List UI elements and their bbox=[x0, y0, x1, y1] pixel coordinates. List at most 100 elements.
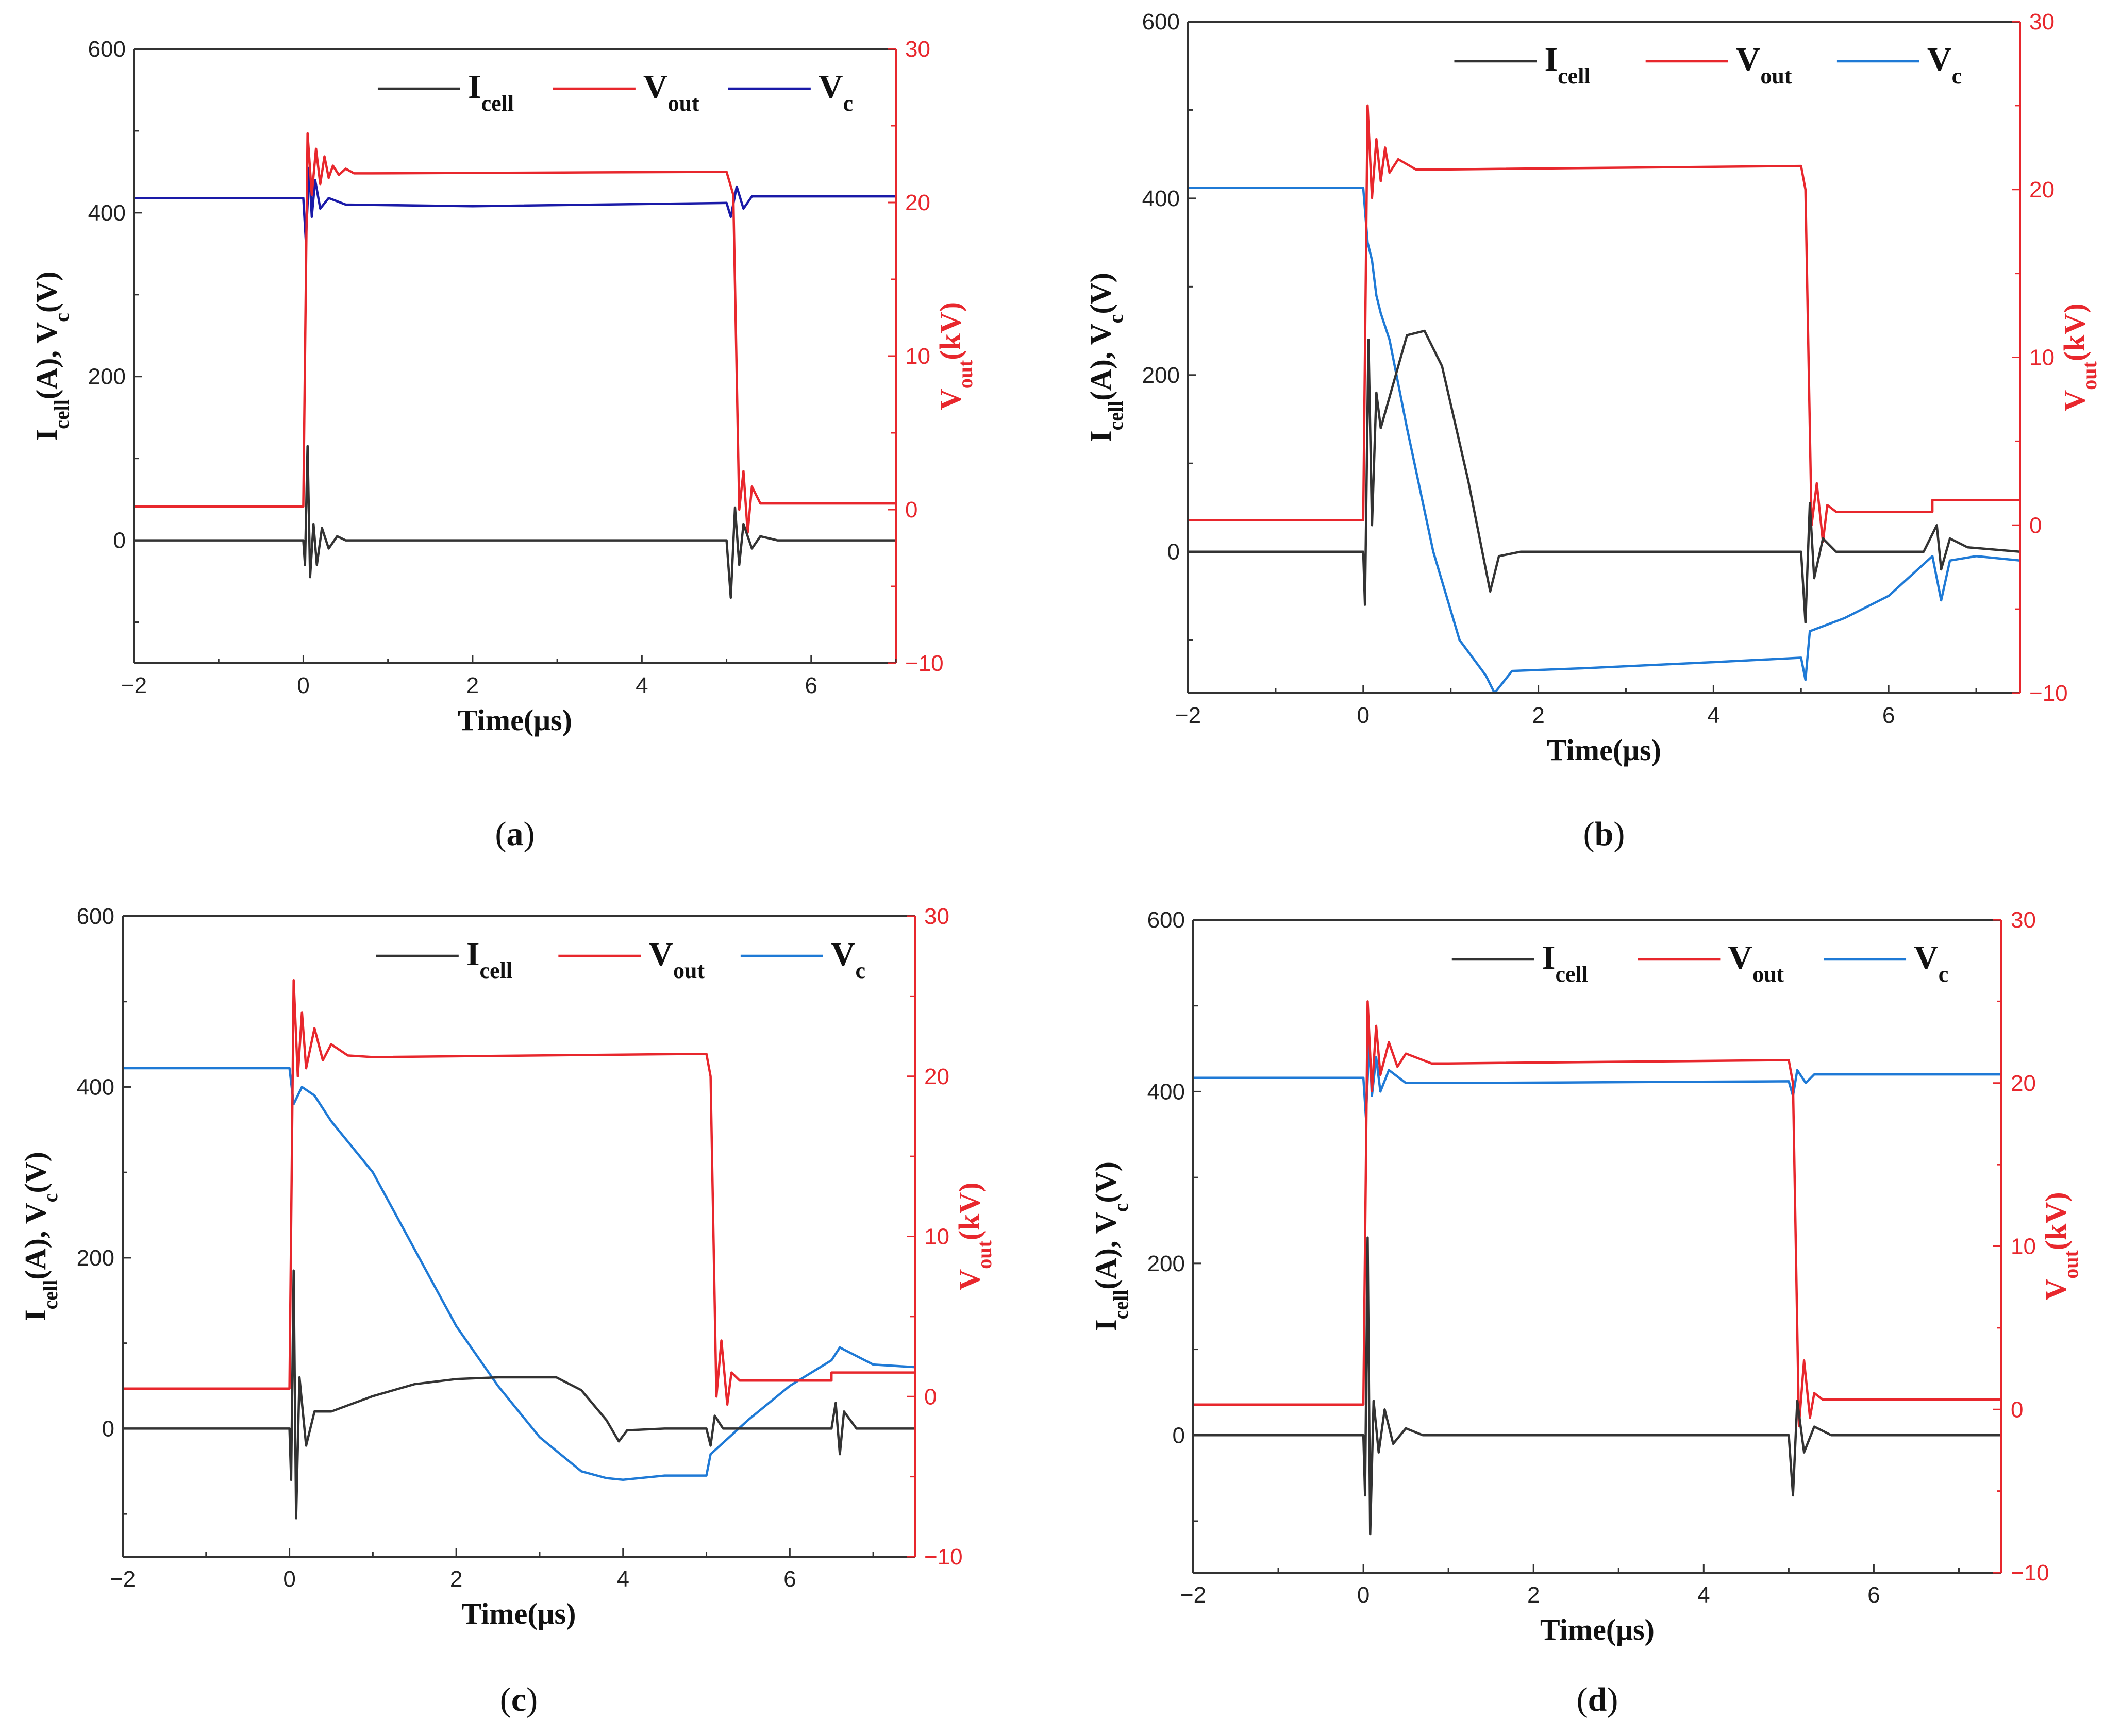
y2-axis-label: Vout(kV) bbox=[953, 1182, 996, 1290]
legend-subscript: c bbox=[856, 958, 866, 983]
x-tick-label: 6 bbox=[805, 673, 817, 698]
y-axis-label: Icell(A), Vc(V) bbox=[1084, 273, 1127, 442]
y-tick-label: 600 bbox=[1142, 9, 1180, 35]
legend-entry-icell: Icell bbox=[468, 68, 514, 116]
y-label-part: (V) bbox=[1084, 273, 1117, 314]
y2-tick-label: −10 bbox=[905, 651, 944, 676]
series-line-vc bbox=[1188, 187, 2020, 693]
y2-label-subscript: out bbox=[2078, 361, 2101, 390]
y2-tick-label: 30 bbox=[2011, 907, 2036, 933]
y2-tick-label: 30 bbox=[905, 37, 930, 62]
y-label-subscript: c bbox=[39, 1193, 62, 1203]
legend-name: V bbox=[643, 68, 668, 106]
y2-label-subscript: out bbox=[973, 1240, 996, 1269]
x-tick-label: 0 bbox=[297, 673, 309, 698]
x-tick-label: 0 bbox=[283, 1566, 295, 1592]
caption-letter: c bbox=[511, 1681, 526, 1718]
series-line-vc bbox=[1193, 1039, 2001, 1119]
legend-name: I bbox=[466, 935, 480, 973]
x-tick-label: 2 bbox=[450, 1566, 462, 1592]
legend-name: V bbox=[1927, 41, 1952, 78]
y2-tick-label: 30 bbox=[2029, 9, 2055, 35]
y-tick-label: 0 bbox=[113, 528, 126, 553]
y2-tick-label: 20 bbox=[2011, 1071, 2036, 1096]
series-line-vout bbox=[1193, 1000, 2001, 1427]
y2-tick-label: 0 bbox=[905, 497, 917, 523]
y-label-part: (V) bbox=[30, 272, 63, 313]
x-axis-label: Time(μs) bbox=[1540, 1613, 1655, 1646]
y2-tick-label: 10 bbox=[2011, 1234, 2036, 1259]
legend-subscript: out bbox=[673, 958, 705, 983]
legend-entry-icell: Icell bbox=[1542, 939, 1588, 987]
y-tick-label: 600 bbox=[77, 904, 114, 929]
legend-entry-vc: Vc bbox=[1927, 41, 1962, 89]
x-tick-label: 2 bbox=[1532, 703, 1544, 728]
y-tick-label: 400 bbox=[1147, 1079, 1185, 1104]
y-label-part: I bbox=[30, 429, 63, 441]
caption-letter: d bbox=[1588, 1681, 1607, 1718]
series-line-icell bbox=[1193, 1236, 2001, 1536]
legend-subscript: cell bbox=[481, 91, 514, 116]
series-group bbox=[1188, 104, 2020, 693]
x-tick-label: −2 bbox=[1180, 1582, 1206, 1608]
x-axis-label: Time(μs) bbox=[1547, 733, 1661, 767]
chart-panel-a: −2 0 2 4 60200400600−100102030Time(μs)Icell(… bbox=[30, 37, 977, 737]
series-line-vc bbox=[134, 166, 896, 243]
caption-paren: ( bbox=[1583, 815, 1595, 853]
y-label-subscript: c bbox=[50, 313, 73, 322]
series-line-icell bbox=[1188, 329, 2020, 624]
chart-panel-c: −2 0 2 4 60200400600−100102030Time(μs)Icell(… bbox=[19, 904, 996, 1630]
y2-axis-label: Vout(kV) bbox=[2039, 1192, 2082, 1300]
y-label-subscript: cell bbox=[1109, 1290, 1132, 1320]
y2-axis-label: Vout(kV) bbox=[933, 302, 977, 410]
y-label-subscript: cell bbox=[39, 1280, 62, 1310]
y-label-subscript: c bbox=[1109, 1203, 1132, 1212]
legend-subscript: out bbox=[1752, 962, 1784, 987]
y2-tick-label: 20 bbox=[924, 1064, 949, 1089]
y-label-subscript: c bbox=[1104, 314, 1127, 324]
caption-paren: ) bbox=[526, 1681, 538, 1718]
caption-letter: b bbox=[1595, 815, 1614, 853]
legend-name: V bbox=[831, 935, 856, 973]
chart-panel-b: −2 0 2 4 60200400600−100102030Time(μs)Icell(… bbox=[1084, 9, 2101, 767]
y-label-part: I bbox=[1084, 430, 1117, 442]
y2-label-part: (kV) bbox=[2039, 1192, 2073, 1250]
x-tick-label: 2 bbox=[466, 673, 479, 698]
y-label-part: I bbox=[19, 1309, 52, 1321]
y2-label-part: V bbox=[2058, 390, 2091, 412]
y2-tick-label: 20 bbox=[2029, 177, 2055, 203]
y2-tick-label: 20 bbox=[905, 190, 930, 215]
y-label-part: (V) bbox=[1089, 1161, 1123, 1203]
series-line-icell bbox=[134, 445, 896, 599]
x-tick-label: 6 bbox=[1867, 1582, 1880, 1608]
panel-caption: (a) bbox=[495, 815, 535, 853]
y2-label-part: V bbox=[933, 389, 967, 410]
legend-entry-icell: Icell bbox=[466, 935, 512, 983]
caption-paren: ) bbox=[1607, 1681, 1618, 1718]
y-tick-label: 200 bbox=[88, 364, 126, 390]
legend-subscript: cell bbox=[1558, 63, 1591, 89]
y-label-part: I bbox=[1089, 1319, 1123, 1331]
y-tick-label: 0 bbox=[1173, 1423, 1185, 1448]
legend-entry-vout: Vout bbox=[643, 68, 699, 116]
legend-name: V bbox=[819, 68, 843, 106]
x-tick-label: 2 bbox=[1527, 1582, 1540, 1608]
y-label-part: (A), V bbox=[1084, 323, 1117, 400]
y2-tick-label: 0 bbox=[2029, 513, 2042, 538]
y2-tick-label: 30 bbox=[924, 904, 949, 929]
y-label-part: (A), V bbox=[19, 1202, 52, 1279]
legend-name: I bbox=[1542, 939, 1556, 976]
series-line-vout bbox=[1188, 104, 2020, 544]
legend-name: V bbox=[1728, 939, 1752, 976]
series-group bbox=[1193, 1000, 2001, 1536]
y-label-part: (A), V bbox=[30, 322, 63, 399]
y2-tick-label: 0 bbox=[2011, 1397, 2023, 1422]
x-tick-label: 6 bbox=[1882, 703, 1895, 728]
y-label-part: (A), V bbox=[1089, 1212, 1123, 1289]
caption-paren: ) bbox=[524, 815, 535, 853]
legend-entry-icell: Icell bbox=[1544, 41, 1590, 89]
y2-tick-label: −10 bbox=[2011, 1560, 2049, 1586]
x-tick-label: 4 bbox=[1697, 1582, 1710, 1608]
caption-letter: a bbox=[507, 815, 524, 853]
